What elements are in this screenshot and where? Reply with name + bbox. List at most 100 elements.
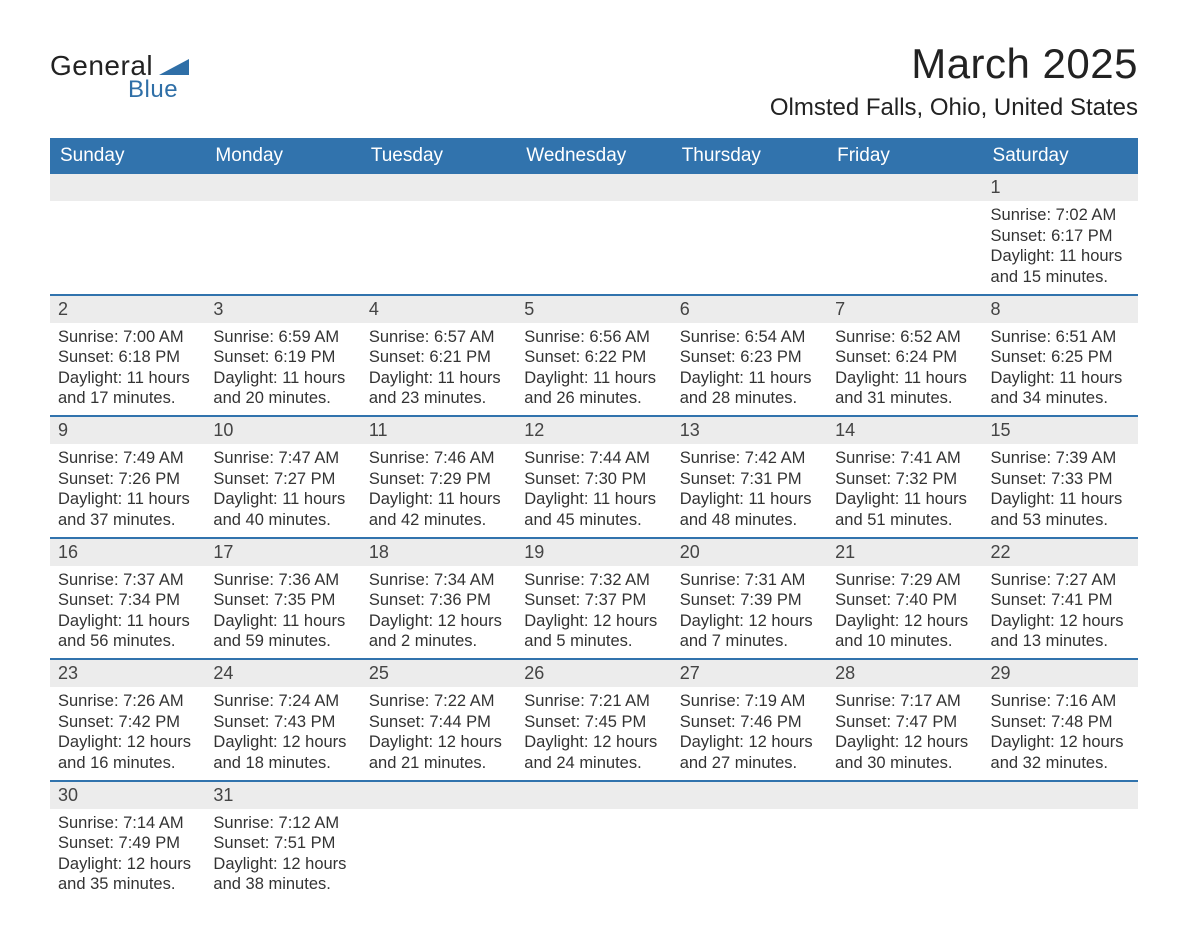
location: Olmsted Falls, Ohio, United States <box>770 94 1138 122</box>
day-number: 10 <box>205 417 360 444</box>
week-row: 16Sunrise: 7:37 AMSunset: 7:34 PMDayligh… <box>50 538 1138 660</box>
day-cell <box>827 174 982 295</box>
day-cell: 25Sunrise: 7:22 AMSunset: 7:44 PMDayligh… <box>361 659 516 781</box>
sunset-line: Sunset: 6:23 PM <box>680 347 819 368</box>
day-cell: 26Sunrise: 7:21 AMSunset: 7:45 PMDayligh… <box>516 659 671 781</box>
weekday-header: Monday <box>205 138 360 174</box>
sunrise-line: Sunrise: 6:57 AM <box>369 327 508 348</box>
day-cell: 28Sunrise: 7:17 AMSunset: 7:47 PMDayligh… <box>827 659 982 781</box>
day-body: Sunrise: 6:52 AMSunset: 6:24 PMDaylight:… <box>827 323 982 416</box>
daylight-line: Daylight: 12 hours and 35 minutes. <box>58 854 197 895</box>
day-body: Sunrise: 7:22 AMSunset: 7:44 PMDaylight:… <box>361 687 516 780</box>
day-number: 1 <box>983 174 1138 201</box>
weekday-header-row: SundayMondayTuesdayWednesdayThursdayFrid… <box>50 138 1138 174</box>
week-row: 30Sunrise: 7:14 AMSunset: 7:49 PMDayligh… <box>50 781 1138 902</box>
day-cell: 8Sunrise: 6:51 AMSunset: 6:25 PMDaylight… <box>983 295 1138 417</box>
sunset-line: Sunset: 7:46 PM <box>680 712 819 733</box>
sunset-line: Sunset: 7:48 PM <box>991 712 1130 733</box>
calendar-table: SundayMondayTuesdayWednesdayThursdayFrid… <box>50 138 1138 901</box>
day-cell: 5Sunrise: 6:56 AMSunset: 6:22 PMDaylight… <box>516 295 671 417</box>
day-cell: 3Sunrise: 6:59 AMSunset: 6:19 PMDaylight… <box>205 295 360 417</box>
day-number: 31 <box>205 782 360 809</box>
daylight-line: Daylight: 11 hours and 15 minutes. <box>991 246 1130 287</box>
day-number: 18 <box>361 539 516 566</box>
day-cell <box>672 174 827 295</box>
day-body: Sunrise: 6:57 AMSunset: 6:21 PMDaylight:… <box>361 323 516 416</box>
day-body: Sunrise: 7:46 AMSunset: 7:29 PMDaylight:… <box>361 444 516 537</box>
sunrise-line: Sunrise: 7:29 AM <box>835 570 974 591</box>
sunset-line: Sunset: 7:51 PM <box>213 833 352 854</box>
day-cell <box>205 174 360 295</box>
sunset-line: Sunset: 6:24 PM <box>835 347 974 368</box>
day-body <box>983 809 1138 889</box>
sunrise-line: Sunrise: 7:34 AM <box>369 570 508 591</box>
daylight-line: Daylight: 12 hours and 5 minutes. <box>524 611 663 652</box>
sunrise-line: Sunrise: 7:00 AM <box>58 327 197 348</box>
sunset-line: Sunset: 7:27 PM <box>213 469 352 490</box>
day-cell: 22Sunrise: 7:27 AMSunset: 7:41 PMDayligh… <box>983 538 1138 660</box>
day-cell: 2Sunrise: 7:00 AMSunset: 6:18 PMDaylight… <box>50 295 205 417</box>
day-cell: 24Sunrise: 7:24 AMSunset: 7:43 PMDayligh… <box>205 659 360 781</box>
day-number: 4 <box>361 296 516 323</box>
day-body: Sunrise: 6:56 AMSunset: 6:22 PMDaylight:… <box>516 323 671 416</box>
day-cell: 30Sunrise: 7:14 AMSunset: 7:49 PMDayligh… <box>50 781 205 902</box>
day-cell: 6Sunrise: 6:54 AMSunset: 6:23 PMDaylight… <box>672 295 827 417</box>
day-body: Sunrise: 7:14 AMSunset: 7:49 PMDaylight:… <box>50 809 205 902</box>
day-number: 30 <box>50 782 205 809</box>
day-number: 24 <box>205 660 360 687</box>
daylight-line: Daylight: 11 hours and 51 minutes. <box>835 489 974 530</box>
sunrise-line: Sunrise: 7:22 AM <box>369 691 508 712</box>
daylight-line: Daylight: 11 hours and 17 minutes. <box>58 368 197 409</box>
day-body: Sunrise: 7:19 AMSunset: 7:46 PMDaylight:… <box>672 687 827 780</box>
day-body <box>827 809 982 889</box>
weekday-header: Sunday <box>50 138 205 174</box>
sunrise-line: Sunrise: 7:26 AM <box>58 691 197 712</box>
day-cell <box>827 781 982 902</box>
daylight-line: Daylight: 12 hours and 18 minutes. <box>213 732 352 773</box>
sunrise-line: Sunrise: 7:14 AM <box>58 813 197 834</box>
daylight-line: Daylight: 11 hours and 56 minutes. <box>58 611 197 652</box>
daylight-line: Daylight: 11 hours and 48 minutes. <box>680 489 819 530</box>
sunrise-line: Sunrise: 7:36 AM <box>213 570 352 591</box>
sunrise-line: Sunrise: 7:27 AM <box>991 570 1130 591</box>
day-number: 12 <box>516 417 671 444</box>
day-body: Sunrise: 7:49 AMSunset: 7:26 PMDaylight:… <box>50 444 205 537</box>
week-row: 9Sunrise: 7:49 AMSunset: 7:26 PMDaylight… <box>50 416 1138 538</box>
day-body: Sunrise: 7:32 AMSunset: 7:37 PMDaylight:… <box>516 566 671 659</box>
sunrise-line: Sunrise: 6:59 AM <box>213 327 352 348</box>
day-number: 28 <box>827 660 982 687</box>
daylight-line: Daylight: 12 hours and 38 minutes. <box>213 854 352 895</box>
day-body: Sunrise: 7:27 AMSunset: 7:41 PMDaylight:… <box>983 566 1138 659</box>
day-number: 5 <box>516 296 671 323</box>
sunset-line: Sunset: 7:47 PM <box>835 712 974 733</box>
sunrise-line: Sunrise: 7:37 AM <box>58 570 197 591</box>
day-number: 17 <box>205 539 360 566</box>
header: General Blue March 2025 Olmsted Falls, O… <box>50 40 1138 132</box>
daylight-line: Daylight: 12 hours and 27 minutes. <box>680 732 819 773</box>
sunrise-line: Sunrise: 7:19 AM <box>680 691 819 712</box>
sunrise-line: Sunrise: 7:31 AM <box>680 570 819 591</box>
sunset-line: Sunset: 6:19 PM <box>213 347 352 368</box>
day-body <box>672 201 827 281</box>
sunset-line: Sunset: 7:29 PM <box>369 469 508 490</box>
day-number <box>672 782 827 809</box>
day-number: 14 <box>827 417 982 444</box>
daylight-line: Daylight: 11 hours and 23 minutes. <box>369 368 508 409</box>
day-body <box>361 809 516 889</box>
day-cell: 21Sunrise: 7:29 AMSunset: 7:40 PMDayligh… <box>827 538 982 660</box>
day-cell <box>983 781 1138 902</box>
sunrise-line: Sunrise: 7:24 AM <box>213 691 352 712</box>
daylight-line: Daylight: 12 hours and 24 minutes. <box>524 732 663 773</box>
daylight-line: Daylight: 11 hours and 42 minutes. <box>369 489 508 530</box>
day-body: Sunrise: 7:17 AMSunset: 7:47 PMDaylight:… <box>827 687 982 780</box>
daylight-line: Daylight: 11 hours and 26 minutes. <box>524 368 663 409</box>
day-body: Sunrise: 7:29 AMSunset: 7:40 PMDaylight:… <box>827 566 982 659</box>
day-body: Sunrise: 7:26 AMSunset: 7:42 PMDaylight:… <box>50 687 205 780</box>
day-body: Sunrise: 7:02 AMSunset: 6:17 PMDaylight:… <box>983 201 1138 294</box>
day-number: 3 <box>205 296 360 323</box>
day-cell: 7Sunrise: 6:52 AMSunset: 6:24 PMDaylight… <box>827 295 982 417</box>
day-number <box>361 174 516 201</box>
day-number: 16 <box>50 539 205 566</box>
sunset-line: Sunset: 6:25 PM <box>991 347 1130 368</box>
day-number <box>827 174 982 201</box>
